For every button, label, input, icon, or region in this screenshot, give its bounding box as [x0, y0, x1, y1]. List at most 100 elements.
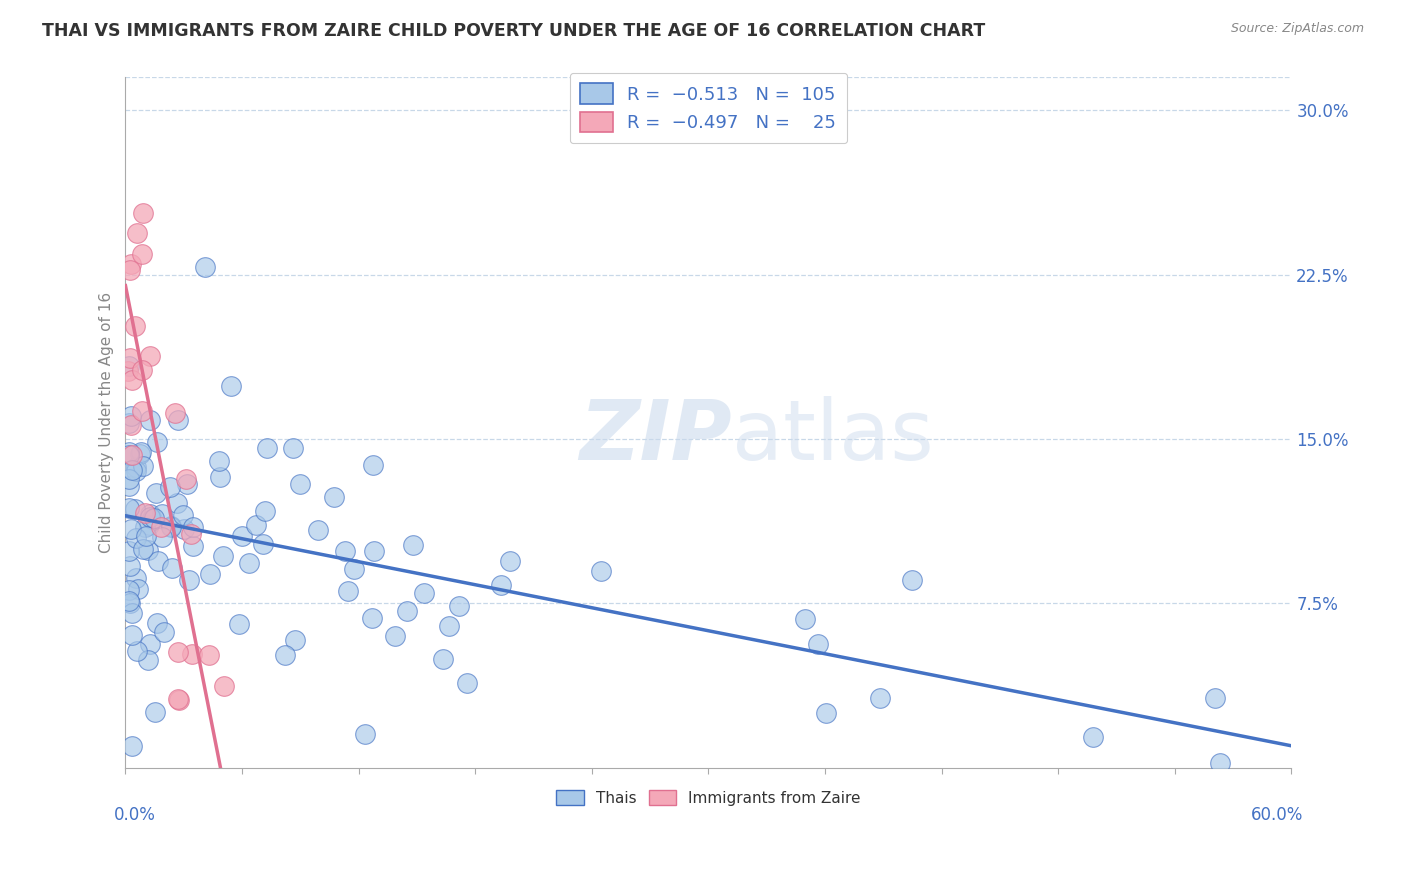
- Point: [129, 444, 152, 458]
- Point: [589, 564, 612, 578]
- Point: [134, 519, 156, 533]
- Point: [125, 644, 148, 658]
- Point: [120, 418, 142, 433]
- Point: [121, 739, 143, 753]
- Point: [281, 441, 304, 455]
- Point: [118, 544, 141, 558]
- Point: [139, 349, 162, 363]
- Point: [139, 637, 162, 651]
- Point: [238, 557, 260, 571]
- Point: [1204, 691, 1226, 706]
- Point: [245, 517, 267, 532]
- Point: [145, 485, 167, 500]
- Point: [121, 448, 143, 462]
- Point: [208, 454, 231, 468]
- Point: [307, 523, 329, 537]
- Point: [153, 625, 176, 640]
- Point: [120, 257, 142, 271]
- Point: [256, 441, 278, 455]
- Point: [124, 501, 146, 516]
- Point: [869, 690, 891, 705]
- Point: [815, 706, 838, 721]
- Point: [159, 480, 181, 494]
- Point: [343, 562, 366, 576]
- Point: [166, 496, 188, 510]
- Point: [138, 653, 160, 667]
- Point: [793, 612, 815, 626]
- Point: [121, 463, 143, 477]
- Point: [143, 510, 166, 524]
- Point: [228, 616, 250, 631]
- Point: [901, 573, 924, 587]
- Point: [131, 404, 153, 418]
- Point: [413, 585, 436, 599]
- Point: [1081, 730, 1104, 744]
- Point: [337, 584, 360, 599]
- Point: [212, 679, 235, 693]
- Point: [136, 543, 159, 558]
- Y-axis label: Child Poverty Under the Age of 16: Child Poverty Under the Age of 16: [100, 292, 114, 553]
- Point: [131, 363, 153, 377]
- Point: [148, 554, 170, 568]
- Point: [384, 629, 406, 643]
- Point: [354, 727, 377, 741]
- Point: [173, 522, 195, 536]
- Point: [152, 530, 174, 544]
- Text: 0.0%: 0.0%: [114, 805, 156, 823]
- Point: [125, 226, 148, 240]
- Point: [141, 512, 163, 526]
- Point: [117, 364, 139, 378]
- Point: [807, 637, 830, 651]
- Point: [432, 652, 454, 666]
- Point: [135, 529, 157, 543]
- Text: Source: ZipAtlas.com: Source: ZipAtlas.com: [1230, 22, 1364, 36]
- Point: [149, 519, 172, 533]
- Point: [118, 416, 141, 430]
- Point: [120, 597, 142, 611]
- Point: [138, 518, 160, 533]
- Text: ZIP: ZIP: [579, 396, 731, 477]
- Legend: Thais, Immigrants from Zaire: Thais, Immigrants from Zaire: [550, 784, 868, 812]
- Point: [159, 519, 181, 533]
- Point: [138, 413, 160, 427]
- Text: 60.0%: 60.0%: [1250, 805, 1303, 823]
- Point: [139, 508, 162, 522]
- Point: [124, 464, 146, 478]
- Point: [167, 413, 190, 427]
- Point: [120, 522, 142, 536]
- Point: [167, 692, 190, 706]
- Point: [131, 541, 153, 556]
- Point: [143, 705, 166, 719]
- Point: [172, 508, 194, 522]
- Point: [118, 359, 141, 374]
- Point: [118, 445, 141, 459]
- Point: [121, 373, 143, 387]
- Point: [131, 206, 153, 220]
- Point: [134, 506, 156, 520]
- Point: [212, 549, 235, 563]
- Point: [208, 470, 231, 484]
- Point: [139, 510, 162, 524]
- Point: [253, 504, 276, 518]
- Point: [159, 520, 181, 534]
- Point: [274, 648, 297, 663]
- Point: [146, 616, 169, 631]
- Point: [124, 571, 146, 585]
- Point: [219, 379, 242, 393]
- Point: [194, 260, 217, 274]
- Point: [290, 477, 312, 491]
- Point: [489, 578, 512, 592]
- Point: [131, 458, 153, 473]
- Point: [124, 318, 146, 333]
- Point: [200, 567, 222, 582]
- Point: [401, 538, 423, 552]
- Point: [129, 447, 152, 461]
- Point: [437, 618, 460, 632]
- Point: [131, 246, 153, 260]
- Point: [118, 472, 141, 486]
- Point: [198, 648, 221, 662]
- Point: [333, 544, 356, 558]
- Point: [252, 537, 274, 551]
- Point: [160, 561, 183, 575]
- Point: [447, 599, 470, 613]
